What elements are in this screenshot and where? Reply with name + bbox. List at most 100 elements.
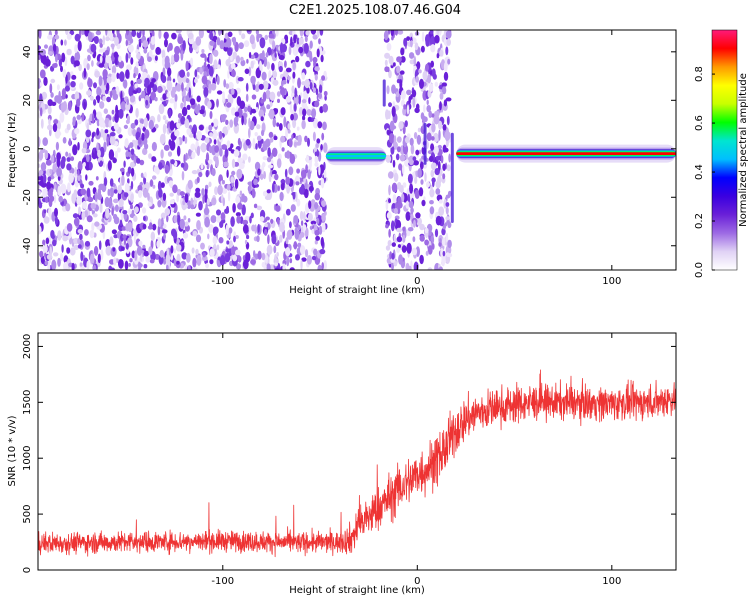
spectrogram-noise-blob (118, 259, 124, 269)
spectrogram-noise-blob (76, 195, 82, 206)
spectrogram-noise-blob (281, 43, 287, 53)
spectrogram-tone-band (325, 154, 387, 158)
spectrogram-noise-blob (433, 145, 439, 155)
spectrogram-noise-blob (209, 248, 215, 257)
spectrogram-noise-blob (132, 139, 136, 144)
spectrogram-noise-blob (393, 172, 399, 182)
spectrogram-noise-blob (256, 32, 260, 43)
spectrogram-noise-blob (269, 101, 273, 107)
spectrogram-noise-blob (295, 55, 300, 63)
spectrogram-noise-blob (393, 135, 397, 145)
spectrogram-noise-blob (314, 155, 319, 164)
spectrogram-noise-blob (152, 223, 157, 231)
spectrogram-noise-blob (45, 58, 51, 67)
spectrogram-noise-blob (281, 147, 285, 152)
spectrogram-noise-blob (63, 261, 69, 270)
spectrogram-noise-blob (61, 244, 64, 253)
spectrogram-noise-blob (426, 105, 432, 113)
spectrogram-noise-blob (226, 205, 229, 214)
spectrogram-noise-blob (184, 193, 189, 203)
spectrogram-noise-blob (285, 176, 291, 185)
spectrogram-noise-blob (180, 50, 184, 61)
spectrogram-noise-blob (216, 209, 221, 216)
spectrogram-noise-blob (38, 30, 42, 39)
spectrogram-noise-blob (321, 200, 327, 208)
spectrogram-noise-blob (48, 207, 52, 217)
spectrogram-noise-blob (321, 262, 325, 270)
spectrogram-noise-blob (307, 116, 312, 123)
spectrogram-noise-blob (233, 123, 239, 134)
spectrogram-noise-blob (172, 78, 176, 83)
snr-y-tick-label: 500 (22, 505, 33, 524)
spectrogram-noise-blob (442, 144, 447, 153)
spectrogram-noise-blob (430, 136, 435, 141)
spectrogram-noise-blob (77, 229, 83, 234)
spectrogram-noise-blob (431, 177, 436, 183)
spectrogram-noise-blob (39, 107, 43, 117)
spectrogram-noise-blob (104, 129, 109, 134)
snr-y-label: SNR (10 * v/v) (7, 415, 18, 486)
spectrogram-noise-blob (312, 34, 318, 40)
spectrogram-noise-blob (235, 263, 242, 270)
spectrogram-noise-blob (417, 217, 421, 223)
spectrogram-noise-blob (446, 164, 451, 172)
spectrogram-noise-blob (177, 214, 181, 226)
spectrogram-noise-blob (304, 249, 309, 258)
spectrogram-noise-blob (167, 67, 172, 77)
spectrogram-noise-blob (99, 43, 103, 48)
spectrogram-noise-blob (245, 82, 249, 92)
spectrogram-noise-blob (303, 224, 307, 232)
spectrogram-noise-blob (316, 30, 320, 38)
spectrogram-noise-blob (430, 60, 435, 68)
spectrogram-noise-blob (283, 116, 287, 128)
spectrogram-noise-blob (170, 245, 174, 254)
spectrogram-noise-blob (303, 42, 309, 54)
spectrogram-noise-blob (77, 169, 80, 178)
spectrogram-noise-blob (99, 101, 105, 109)
spectrogram-noise-blob (174, 45, 181, 55)
spectrogram-noise-blob (201, 49, 205, 54)
spectrogram-noise-blob (298, 94, 301, 105)
spectrogram-noise-blob (440, 155, 444, 164)
spectrogram-noise-blob (201, 75, 208, 85)
spectrogram-noise-blob (161, 229, 168, 234)
spectrogram-noise-blob (182, 40, 186, 51)
spectrogram-noise-blob (225, 119, 229, 126)
spectrogram-noise-blob (395, 219, 402, 230)
spectrogram-noise-blob (264, 223, 268, 228)
spectrogram-noise-blob (74, 44, 78, 53)
spectrogram-noise-blob (168, 108, 172, 119)
spectrogram-noise-blob (282, 79, 287, 85)
colorbar-bar (711, 29, 738, 271)
spectrogram-noise-blob (185, 97, 192, 102)
spectrogram-noise-blob (280, 179, 286, 184)
spectrogram-noise-blob (388, 228, 391, 238)
spectrogram-noise-blob (52, 43, 57, 52)
spectrogram-noise-blob (48, 198, 53, 208)
spectrogram-noise-blob (202, 252, 206, 258)
spectrogram-noise-blob (80, 188, 87, 196)
spectrogram-noise-blob (246, 58, 249, 64)
spectrogram-noise-blob (216, 215, 221, 223)
spectrogram-noise-blob (284, 168, 288, 178)
spectrogram-noise-blob (164, 90, 168, 95)
spectrogram-noise-blob (171, 32, 177, 40)
spectrogram-noise-blob (212, 226, 219, 235)
spectrogram-noise-blob (56, 95, 63, 105)
spectrogram-noise-blob (129, 142, 134, 149)
spectrogram-noise-blob (113, 198, 119, 204)
spectrogram-noise-blob (286, 229, 293, 240)
spectrogram-noise-blob (411, 247, 418, 256)
spectrogram-noise-blob (288, 138, 293, 148)
spectrogram-noise-blob (409, 137, 414, 146)
spectrogram-noise-blob (308, 200, 312, 210)
spectrogram-noise-blob (412, 97, 416, 108)
snr-y-tick-label: 2000 (22, 334, 33, 359)
spectrogram-noise-blob (200, 53, 207, 58)
spectrogram-noise-blob (308, 185, 314, 192)
spectrogram-noise-blob (321, 222, 326, 233)
spectrogram-noise-blob (208, 224, 214, 233)
spectrogram-noise-blob (254, 132, 258, 137)
spectrogram-noise-blob (126, 248, 130, 254)
spectrogram-noise-blob (169, 98, 175, 104)
